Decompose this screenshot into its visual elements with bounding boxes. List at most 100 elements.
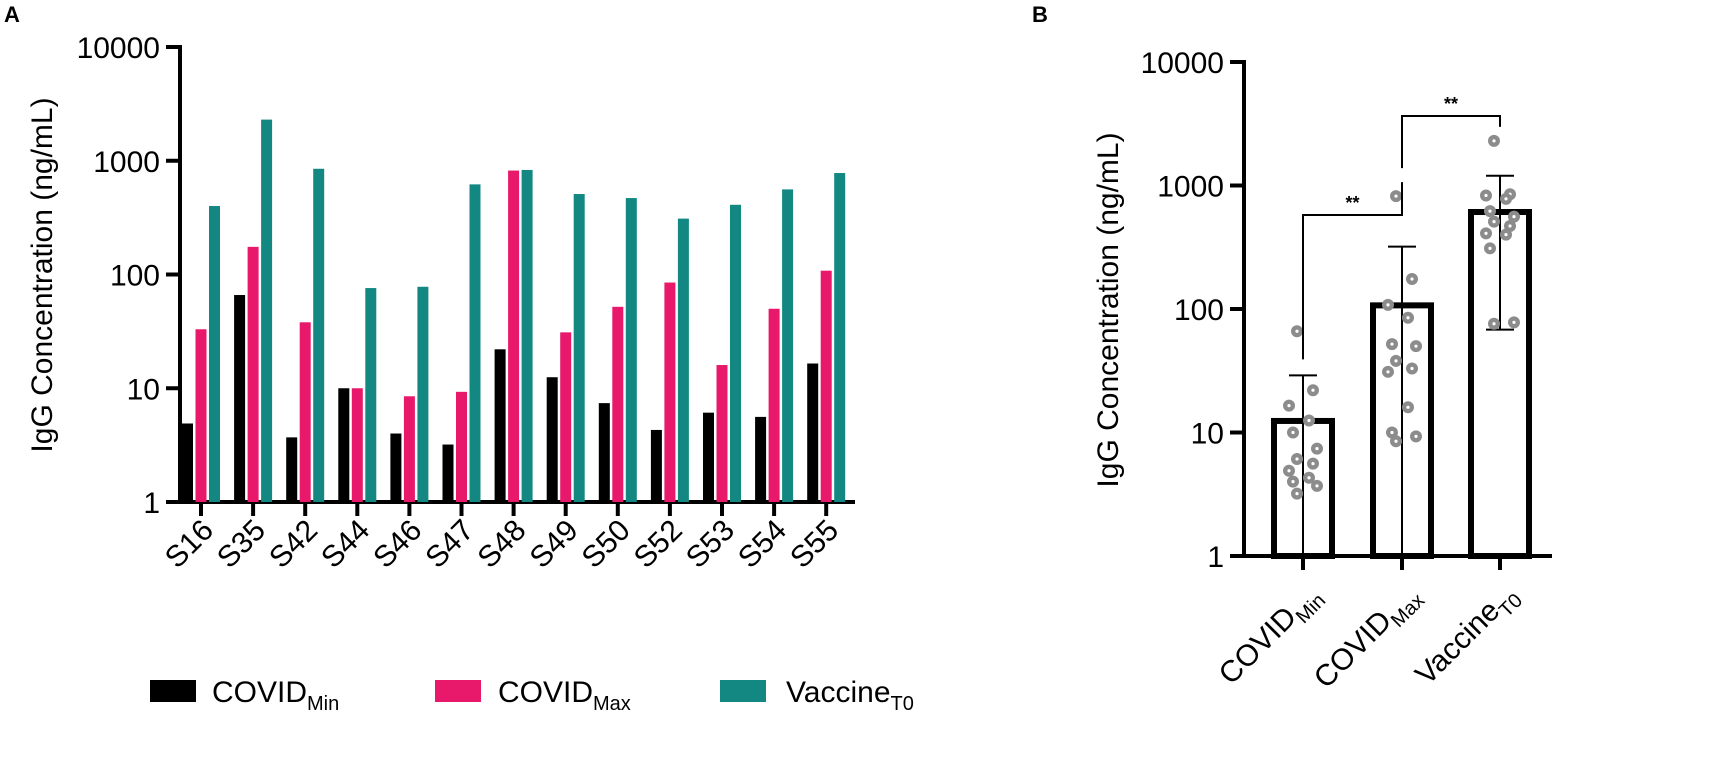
point-center-covid-min (1295, 457, 1299, 461)
point-center-covid-max (1410, 277, 1414, 281)
point-center-covid-max (1414, 434, 1418, 438)
bar-s48-covid-max (508, 170, 520, 502)
panel-a-x-tick-label: S42 (263, 514, 324, 575)
point-center-vaccine-t0 (1504, 233, 1508, 237)
bar-s35-covid-max (247, 246, 259, 502)
panel-a-x-tick-label: S46 (367, 514, 428, 575)
panel-a-chart: IgG Concentration (ng/mL) 1 10 100 1000 1000… (26, 32, 855, 575)
legend-swatch-vaccine-t0 (720, 680, 766, 702)
point-center-covid-min (1295, 492, 1299, 496)
bar-s16-vaccine-t0 (209, 206, 220, 502)
bar-s48-covid-min (494, 349, 506, 502)
bar-s54-vaccine-t0 (782, 189, 794, 502)
bar-s49-covid-max (560, 332, 572, 502)
significance-bracket (1302, 182, 1403, 360)
panel-b-chart: IgG Concentration (ng/mL) 1 10 100 1000 1000… (1092, 47, 1552, 699)
bar-s42-vaccine-t0 (313, 168, 325, 502)
legend-swatch-covid-min (150, 680, 196, 702)
point-center-covid-max (1386, 303, 1390, 307)
point-center-covid-max (1390, 430, 1394, 435)
significance-label: ** (1444, 94, 1458, 114)
panel-b-significance: ** ** (1302, 94, 1501, 360)
point-center-covid-max (1386, 370, 1390, 374)
bar-s54-covid-min (755, 416, 767, 502)
significance-bracket (1401, 115, 1501, 169)
point-center-covid-min (1315, 447, 1319, 451)
bar-s53-covid-min (703, 412, 714, 502)
point-center-covid-min (1287, 469, 1291, 473)
bar-s53-vaccine-t0 (730, 204, 741, 502)
panel-a-y-tick-label: 100 (110, 260, 160, 293)
bar-s50-covid-max (612, 306, 624, 502)
panel-a-y-tick-label: 1 (143, 487, 160, 520)
point-center-vaccine-t0 (1484, 231, 1488, 235)
point-center-covid-min (1291, 430, 1295, 435)
point-center-vaccine-t0 (1488, 246, 1492, 250)
panel-a-x-tick-label: S16 (159, 514, 220, 575)
panel-a-x-tick-label: S35 (211, 514, 272, 575)
bar-s52-covid-max (664, 282, 676, 502)
panel-a-x-tick-label: S50 (576, 514, 637, 575)
panel-a-x-tick-label: S52 (628, 514, 689, 575)
bar-s47-covid-min (442, 444, 454, 502)
legend-label-covid-max: COVIDMax (498, 676, 631, 715)
bar-s49-vaccine-t0 (573, 194, 585, 502)
legend-swatch-covid-max (435, 680, 481, 702)
point-center-covid-max (1410, 366, 1414, 371)
point-center-covid-max (1390, 342, 1394, 346)
bar-s54-covid-max (768, 308, 780, 502)
point-center-vaccine-t0 (1504, 197, 1508, 201)
panel-b-y-tick-label: 10000 (1141, 47, 1224, 80)
panel-b-y-tick-label: 1 (1207, 541, 1224, 574)
significance-label: ** (1345, 193, 1359, 213)
bar-s48-vaccine-t0 (521, 169, 533, 502)
bar-s42-covid-min (286, 437, 298, 502)
point-center-vaccine-t0 (1492, 139, 1496, 143)
point-center-covid-max (1406, 405, 1410, 409)
bar-s42-covid-max (299, 322, 311, 502)
point-center-covid-min (1307, 476, 1311, 480)
bar-s46-vaccine-t0 (417, 286, 429, 502)
bar-s50-covid-min (598, 403, 610, 502)
bar-s44-covid-max (351, 388, 363, 502)
panel-b-x-tick-label-vaccine-t0: VaccineT0 (1409, 578, 1527, 696)
panel-a-y-tick-label: 10000 (77, 32, 160, 65)
panel-a-y-tick-label: 10 (127, 373, 160, 406)
panel-a-bars (182, 119, 846, 503)
bar-s55-covid-max (820, 270, 832, 502)
bar-s16-covid-min (182, 423, 193, 502)
bar-s52-vaccine-t0 (677, 218, 689, 502)
point-center-covid-max (1406, 316, 1410, 320)
panel-a-y-tick-label: 1000 (93, 146, 160, 179)
bar-s16-covid-max (195, 329, 207, 502)
panel-b-y-axis: 1 10 100 1000 10000 (1141, 47, 1552, 574)
panel-b-y-tick-label: 1000 (1157, 171, 1224, 204)
bar-s44-covid-min (338, 388, 350, 502)
bar-s47-covid-max (456, 391, 467, 502)
legend: COVIDMin COVIDMax VaccineT0 (150, 676, 914, 715)
panel-a-x-tick-label: S49 (524, 514, 585, 575)
panel-a-x-tick-label: S53 (680, 514, 741, 575)
point-center-vaccine-t0 (1508, 224, 1512, 228)
panel-b-x-tick-label-covid-max: COVIDMax (1308, 578, 1429, 699)
bar-s46-covid-min (390, 433, 402, 502)
point-center-vaccine-t0 (1492, 322, 1496, 326)
panel-a-x-tick-label: S44 (315, 514, 376, 575)
bar-s47-vaccine-t0 (469, 184, 481, 502)
point-center-vaccine-t0 (1512, 214, 1516, 219)
panel-b-y-tick-label: 100 (1174, 294, 1224, 327)
panel-a-x-tick-label: S48 (471, 514, 532, 575)
bar-s35-vaccine-t0 (261, 119, 273, 503)
panel-a-y-axis-title: IgG Concentration (ng/mL) (26, 97, 59, 452)
point-center-covid-min (1295, 329, 1299, 333)
bar-s35-covid-min (234, 295, 246, 502)
panel-b-y-tick-label: 10 (1191, 418, 1224, 451)
bar-s55-vaccine-t0 (834, 173, 846, 503)
panel-a-x-tick-label: S54 (732, 514, 793, 575)
point-center-covid-min (1307, 418, 1311, 423)
panel-b-letter: B (1032, 2, 1048, 27)
legend-label-vaccine-t0: VaccineT0 (786, 676, 914, 715)
